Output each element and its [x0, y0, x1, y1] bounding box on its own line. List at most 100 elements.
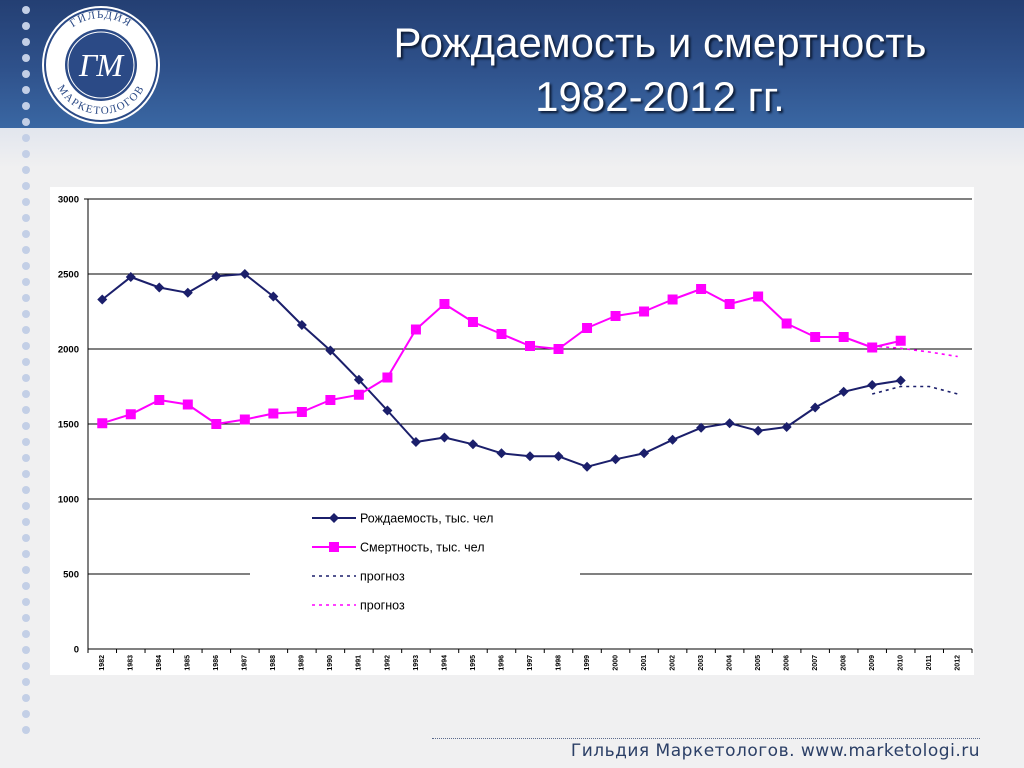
decorative-dot [22, 70, 30, 78]
x-tick-label: 2003 [698, 655, 705, 671]
legend-label: Смертность, тыс. чел [360, 541, 485, 555]
logo-monogram: ГМ [78, 47, 125, 83]
legend-label: Рождаемость, тыс. чел [360, 512, 493, 526]
decorative-dot [22, 38, 30, 46]
decorative-dot [22, 182, 30, 190]
births-point [467, 439, 478, 450]
y-tick-label: 3000 [58, 195, 79, 206]
deaths-point [667, 294, 678, 305]
x-tick-label: 1993 [413, 655, 420, 671]
x-tick-label: 2002 [669, 655, 676, 671]
x-tick-label: 2001 [641, 655, 648, 671]
decorative-dot [22, 438, 30, 446]
x-tick-label: 1982 [99, 655, 106, 671]
x-tick-label: 1994 [441, 655, 448, 671]
births-point [154, 282, 165, 293]
decorative-dot [22, 502, 30, 510]
slide-title-line1: Рождаемость и смертность [393, 19, 927, 66]
births-point [610, 454, 621, 465]
decorative-dot [22, 486, 30, 494]
births-point [211, 271, 222, 282]
footer-divider [432, 738, 980, 739]
x-tick-label: 2006 [783, 655, 790, 671]
x-tick-label: 1991 [356, 655, 363, 671]
series-line-2 [102, 288, 901, 425]
decorative-dot [22, 134, 30, 142]
deaths-point [639, 306, 650, 317]
deaths-point [239, 414, 250, 425]
decorative-dot [22, 22, 30, 30]
x-tick-label: 2007 [812, 655, 819, 671]
decorative-dot [22, 214, 30, 222]
x-tick-label: 2010 [898, 655, 905, 671]
decorative-dot [22, 694, 30, 702]
births-point [439, 432, 450, 443]
decorative-dot [22, 406, 30, 414]
births-point [182, 287, 193, 298]
deaths-point [895, 335, 906, 346]
deaths-point [182, 399, 193, 410]
forecast-line-1 [871, 385, 958, 395]
x-tick-label: 1989 [299, 655, 306, 671]
deaths-point [696, 284, 707, 294]
deaths-point [97, 418, 108, 429]
deaths-point [753, 291, 764, 302]
births-point [838, 386, 849, 397]
decorative-dot [22, 662, 30, 670]
y-tick-label: 2000 [58, 345, 79, 356]
x-tick-label: 1987 [242, 655, 249, 671]
decorative-dot [22, 342, 30, 350]
decorative-dot [22, 726, 30, 734]
deaths-point [810, 332, 821, 342]
decorative-dot [22, 278, 30, 286]
decorative-dot [22, 150, 30, 158]
births-point [895, 375, 906, 386]
decorative-dot [22, 678, 30, 686]
deaths-point [553, 344, 564, 354]
deaths-point [325, 395, 336, 405]
legend-label: прогноз [360, 599, 405, 613]
decorative-dot [22, 102, 30, 110]
y-tick-label: 500 [63, 570, 79, 581]
decorative-dot [22, 118, 30, 126]
births-point [724, 418, 735, 429]
deaths-point [610, 311, 621, 321]
y-tick-label: 0 [74, 645, 79, 656]
decorative-dot [22, 390, 30, 398]
x-tick-label: 2011 [926, 655, 933, 670]
deaths-point [268, 408, 279, 419]
x-tick-label: 1984 [156, 655, 163, 671]
births-point [639, 448, 650, 459]
decorative-dot [22, 422, 30, 430]
line-chart: 0 500 1000 1500 2000 2500 3000 1982 1983 1984 1985… [58, 195, 973, 671]
births-point [296, 320, 307, 330]
legend-square-marker [329, 542, 339, 552]
slide-title-line2: 1982-2012 гг. [535, 73, 785, 120]
x-tick-label: 1995 [470, 655, 477, 671]
decorative-dot [22, 294, 30, 302]
y-tick-label: 1000 [58, 495, 79, 506]
x-tick-label: 2005 [755, 655, 762, 671]
deaths-point [724, 299, 735, 309]
deaths-point [525, 341, 535, 351]
x-tick-label: 2012 [955, 655, 962, 671]
decorative-dot [22, 246, 30, 254]
deaths-point [410, 324, 421, 335]
decorative-dot [22, 310, 30, 318]
births-point [496, 448, 507, 459]
y-tick-label: 2500 [58, 270, 79, 281]
decorative-dot [22, 598, 30, 606]
deaths-point [439, 299, 450, 309]
decorative-dot [22, 630, 30, 638]
decorative-dot [22, 470, 30, 478]
decorative-dot [22, 454, 30, 462]
births-point [582, 461, 593, 472]
x-tick-label: 1997 [527, 655, 534, 671]
deaths-point [382, 372, 393, 383]
births-point [553, 451, 564, 462]
decorative-dot-column [22, 6, 34, 746]
x-tick-label: 1983 [128, 655, 135, 671]
deaths-point [838, 332, 849, 342]
births-point [268, 291, 279, 302]
x-tick-label: 2009 [869, 655, 876, 671]
